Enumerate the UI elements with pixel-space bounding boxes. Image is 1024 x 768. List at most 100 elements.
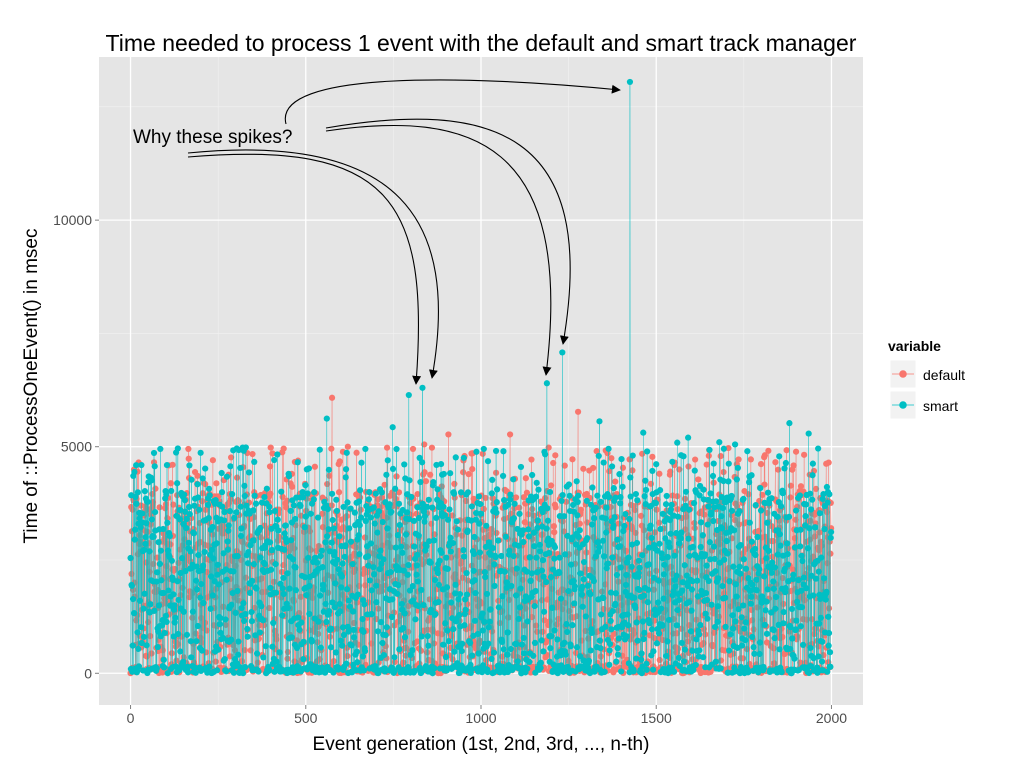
data-point-smart [194, 586, 201, 593]
data-point-smart [325, 466, 332, 473]
data-point-smart [140, 605, 147, 612]
data-point-smart [492, 554, 499, 561]
data-point-smart [731, 441, 739, 448]
data-point-smart [619, 483, 626, 490]
data-point-smart [349, 608, 357, 615]
data-point-smart [184, 669, 192, 676]
data-point-smart [223, 576, 230, 583]
data-point-smart [757, 507, 765, 514]
data-point-smart [388, 508, 395, 515]
data-point-smart [153, 578, 160, 585]
data-point-smart [304, 490, 311, 497]
data-point-smart [516, 604, 524, 611]
data-point-smart [501, 497, 508, 504]
data-point-smart [328, 539, 335, 546]
data-point-default [631, 506, 638, 514]
data-point-default [326, 633, 334, 640]
data-point-smart [318, 547, 325, 554]
data-point-smart [602, 515, 609, 522]
data-point-smart [521, 650, 528, 657]
data-point-smart [356, 551, 363, 558]
data-point-smart [413, 571, 420, 578]
data-point-smart [650, 574, 657, 581]
data-point-smart [636, 564, 643, 571]
data-point-smart [292, 515, 299, 523]
data-point-smart [322, 539, 329, 546]
data-point-smart [490, 649, 498, 656]
data-point-smart [667, 530, 674, 537]
data-point-smart [498, 552, 505, 560]
data-point-smart [723, 538, 730, 545]
data-point-smart [412, 616, 419, 623]
data-point-smart [675, 596, 683, 604]
data-point-default [185, 455, 192, 462]
data-point-smart [655, 577, 662, 584]
data-point-smart [531, 639, 539, 647]
data-point-smart [784, 540, 791, 547]
annotation-arrow [187, 149, 439, 379]
data-point-smart [461, 622, 468, 629]
data-point-smart [587, 591, 594, 598]
data-point-smart [824, 668, 831, 675]
data-point-smart [514, 525, 521, 533]
data-point-smart [643, 666, 650, 673]
data-point-smart [176, 507, 184, 514]
data-point-default [523, 489, 531, 496]
data-point-smart [782, 459, 790, 467]
data-point-smart [222, 616, 229, 623]
data-point-smart [510, 476, 517, 483]
data-point-smart [458, 640, 466, 647]
data-point-smart [748, 472, 755, 479]
data-point-smart [694, 554, 701, 561]
data-point-smart [753, 576, 760, 583]
data-point-smart [226, 508, 234, 515]
data-point-smart [237, 503, 244, 510]
data-point-smart [772, 605, 779, 612]
data-point-smart [137, 524, 144, 531]
data-point-smart [503, 579, 511, 586]
data-point-smart [263, 485, 270, 492]
data-point-smart [614, 536, 621, 543]
data-point-smart [498, 638, 506, 646]
data-point-smart [806, 525, 813, 532]
data-point-smart [142, 533, 149, 541]
data-point-smart [712, 623, 719, 631]
data-point-smart [600, 553, 608, 560]
data-point-smart [700, 654, 707, 661]
data-point-default [812, 485, 820, 492]
data-point-smart [450, 625, 457, 633]
legend-title: variable [888, 338, 941, 354]
data-point-smart [798, 587, 805, 594]
data-point-smart [354, 659, 361, 666]
data-point-smart [516, 510, 523, 517]
data-point-smart [728, 492, 735, 500]
data-point-smart [401, 610, 408, 617]
data-point-default [673, 630, 681, 637]
data-point-default [691, 525, 698, 532]
data-point-default [735, 456, 742, 463]
data-point-smart [539, 508, 546, 516]
data-point-smart [133, 500, 140, 507]
data-point-smart [676, 662, 683, 670]
data-point-smart [491, 561, 498, 568]
data-point-smart [472, 509, 480, 517]
data-point-smart [774, 551, 781, 558]
data-point-smart [594, 539, 601, 546]
data-point-smart [374, 529, 381, 536]
data-point-smart [324, 533, 331, 540]
data-point-smart [562, 551, 569, 558]
data-point-smart [331, 604, 338, 611]
data-point-smart [512, 592, 520, 599]
data-point-smart [606, 647, 613, 654]
data-point-smart [300, 656, 307, 663]
data-point-smart [695, 653, 702, 660]
data-point-smart [689, 647, 696, 654]
data-point-smart [548, 633, 555, 640]
data-point-smart [336, 600, 343, 607]
data-point-smart [140, 633, 147, 641]
data-point-smart [722, 594, 729, 601]
data-point-smart [461, 553, 468, 560]
data-point-smart [761, 573, 768, 580]
data-point-smart [361, 601, 368, 608]
data-point-smart [697, 519, 705, 526]
